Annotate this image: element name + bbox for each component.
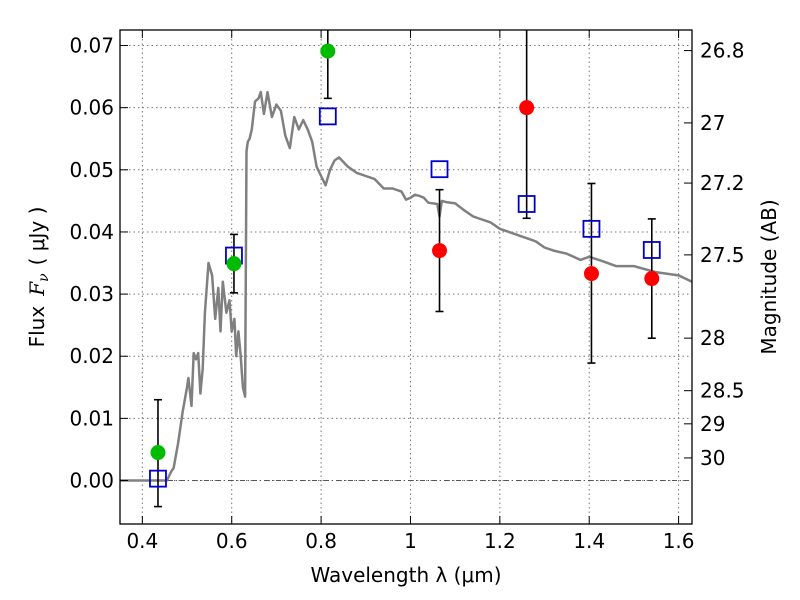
y2-tick-label: 26.8 bbox=[700, 39, 745, 63]
y-axis-label: Flux Fν ( μJy ) bbox=[25, 207, 52, 348]
y-tick-label: 0.04 bbox=[69, 220, 114, 244]
y-axis-label-text: Flux bbox=[25, 306, 49, 348]
y-tick-label: 0.03 bbox=[69, 282, 114, 306]
plot-frame bbox=[119, 29, 693, 525]
y-axis-label-symbol-sub: ν bbox=[36, 273, 52, 282]
y-tick-label: 0.02 bbox=[69, 344, 114, 368]
y-axis-ticks: 0.00 0.01 0.02 0.03 0.04 0.05 0.06 0.07 bbox=[69, 34, 128, 493]
observed-a-marker bbox=[150, 445, 166, 461]
observed-a-marker bbox=[226, 256, 242, 272]
grid bbox=[120, 30, 692, 524]
x-tick-label: 1 bbox=[404, 529, 417, 553]
y-tick-label: 0.05 bbox=[69, 158, 114, 182]
y2-tick-label: 29 bbox=[700, 412, 725, 436]
observed-b-marker bbox=[432, 243, 448, 259]
x-axis-ticks: 0.4 0.6 0.8 1 1.2 1.4 1.6 bbox=[126, 30, 695, 553]
observed-b-marker bbox=[583, 266, 599, 282]
y-tick-label: 0.00 bbox=[69, 469, 114, 493]
model-box-marker bbox=[149, 469, 167, 488]
model-box-marker bbox=[430, 160, 449, 179]
y-tick-label: 0.01 bbox=[69, 406, 114, 430]
x-tick-label: 0.6 bbox=[216, 529, 248, 553]
y2-axis-ticks: 26.8 27 27.2 27.5 28 28.5 29 30 bbox=[684, 39, 745, 470]
y2-tick-label: 27.5 bbox=[700, 243, 745, 267]
x-axis-label: Wavelength λ (μm) bbox=[310, 563, 501, 587]
x-tick-label: 1.4 bbox=[573, 529, 605, 553]
y-tick-label: 0.06 bbox=[69, 96, 114, 120]
observed-b-marker bbox=[644, 271, 660, 287]
y2-tick-label: 27.2 bbox=[700, 171, 745, 195]
y-tick-label: 0.07 bbox=[69, 34, 114, 58]
y2-tick-label: 28.5 bbox=[700, 379, 745, 403]
plot-area bbox=[120, 30, 692, 524]
x-tick-label: 0.4 bbox=[126, 529, 158, 553]
model-box-marker bbox=[318, 107, 337, 126]
y2-tick-label: 27 bbox=[700, 111, 725, 135]
model-spectrum-line bbox=[120, 90, 692, 482]
y-axis-label-symbol: F bbox=[25, 281, 49, 297]
model-spectrum bbox=[120, 90, 692, 482]
x-tick-label: 0.8 bbox=[305, 529, 337, 553]
y2-tick-label: 28 bbox=[700, 326, 725, 350]
data-markers bbox=[149, 43, 661, 488]
y-axis-label-units: ( μJy ) bbox=[25, 207, 49, 266]
y2-axis-label: Magnitude (AB) bbox=[757, 199, 781, 354]
model-box-marker bbox=[517, 195, 536, 213]
x-tick-label: 1.2 bbox=[484, 529, 516, 553]
model-box-marker bbox=[582, 219, 601, 238]
model-box-marker bbox=[642, 241, 661, 259]
x-tick-label: 1.6 bbox=[663, 529, 695, 553]
y2-tick-label: 30 bbox=[700, 446, 725, 470]
observed-b-marker bbox=[519, 100, 535, 116]
observed-a-marker bbox=[320, 43, 336, 59]
